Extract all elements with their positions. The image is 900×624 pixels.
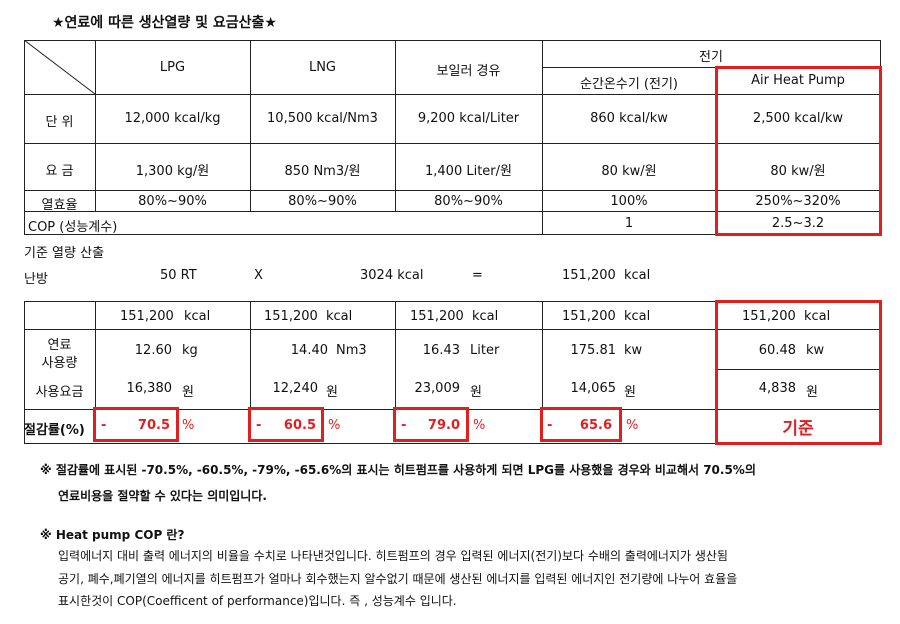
calc-label: 난방 bbox=[24, 272, 48, 287]
reference-label: 기준 bbox=[782, 419, 814, 439]
calc-heading: 기준 열량 산출 bbox=[24, 246, 105, 261]
unit-lng: 10,500 kcal/Nm3 bbox=[267, 111, 378, 126]
rate-heatpump: 80 kw/원 bbox=[770, 164, 826, 179]
unit-instant: 860 kcal/kw bbox=[590, 111, 668, 126]
saving-lpg-box bbox=[93, 407, 179, 442]
cost-oil-unit: 원 bbox=[470, 385, 482, 400]
saving-lpg-unit: % bbox=[182, 418, 195, 433]
rate-lng: 850 Nm3/원 bbox=[284, 164, 361, 179]
saving-instant-value: 65.6 bbox=[579, 418, 612, 433]
unit-oil: 9,200 kcal/Liter bbox=[417, 111, 520, 126]
base-lpg-value: 151,200 bbox=[120, 309, 174, 324]
rate-oil: 1,400 Liter/원 bbox=[425, 164, 512, 179]
saving-instant-sign: - bbox=[547, 418, 553, 433]
row-label-unit: 단 위 bbox=[45, 115, 74, 130]
usage-heatpump-value: 60.48 bbox=[758, 343, 796, 358]
efficiency-instant: 100% bbox=[610, 194, 648, 209]
cost-heatpump-value: 4,838 bbox=[758, 381, 796, 396]
saving-lpg-sign: - bbox=[101, 418, 107, 433]
usage-lpg-value: 12.60 bbox=[134, 343, 172, 358]
note2-line1: 입력에너지 대비 출력 에너지의 비율을 수치로 나타낸것입니다. 히트펌프의 … bbox=[58, 549, 728, 563]
cop-instant: 1 bbox=[624, 216, 634, 231]
cost-oil-value: 23,009 bbox=[414, 381, 461, 396]
usage-oil-value: 16.43 bbox=[422, 343, 460, 358]
unit-lpg: 12,000 kcal/kg bbox=[124, 111, 221, 126]
saving-lng-box bbox=[248, 407, 324, 442]
base-heatpump-unit: kcal bbox=[804, 309, 831, 324]
efficiency-heatpump: 250%~320% bbox=[755, 194, 841, 209]
saving-instant-unit: % bbox=[626, 418, 639, 433]
heatpump-highlight-box bbox=[715, 66, 882, 236]
usage-lng-value: 14.40 bbox=[290, 343, 328, 358]
usage-lng-unit: Nm3 bbox=[336, 343, 367, 358]
saving-oil-box bbox=[393, 407, 469, 442]
header-lng: LNG bbox=[308, 60, 337, 75]
cost-instant-unit: 원 bbox=[624, 385, 636, 400]
note2-line3: 표시한것이 COP(Coefficent of performance)입니다.… bbox=[58, 594, 457, 608]
cost-instant-value: 14,065 bbox=[570, 381, 617, 396]
usage-label-line1: 연료 bbox=[47, 338, 72, 353]
row-label-efficiency: 열효율 bbox=[41, 198, 78, 213]
cost-lpg-value: 16,380 bbox=[126, 381, 173, 396]
calc-result-unit: kcal bbox=[624, 268, 651, 283]
efficiency-lpg: 80%~90% bbox=[138, 194, 207, 209]
usage-oil-unit: Liter bbox=[470, 343, 500, 358]
rate-lpg: 1,300 kg/원 bbox=[135, 164, 210, 179]
cost-lng-unit: 원 bbox=[326, 385, 338, 400]
saving-lpg-value: 70.5 bbox=[137, 418, 170, 433]
header-instant-heater: 순간온수기 (전기) bbox=[580, 77, 678, 92]
saving-oil-sign: - bbox=[401, 418, 407, 433]
saving-label: 절감률(%) bbox=[24, 423, 85, 438]
calc-kcal: 3024 kcal bbox=[360, 268, 424, 283]
header-diagonal bbox=[24, 40, 96, 95]
base-lng-value: 151,200 bbox=[264, 309, 318, 324]
calc-result: 151,200 bbox=[562, 268, 616, 283]
header-heat-pump: Air Heat Pump bbox=[751, 73, 845, 88]
note2-line2: 공기, 폐수,폐기열의 에너지를 히트펌프가 얼마나 회수했는지 알수없기 때문… bbox=[58, 572, 738, 586]
saving-oil-value: 79.0 bbox=[427, 418, 460, 433]
saving-oil-unit: % bbox=[473, 418, 486, 433]
usage-heatpump-unit: kw bbox=[806, 343, 825, 358]
cost-heatpump-unit: 원 bbox=[806, 385, 818, 400]
page-title: ★연료에 따른 생산열량 및 요금산출★ bbox=[52, 15, 277, 31]
usage-lpg-unit: kg bbox=[182, 343, 198, 358]
calc-equals: = bbox=[472, 268, 483, 283]
header-oil: 보일러 경유 bbox=[436, 64, 501, 79]
note1-line2: 연료비용을 절약할 수 있다는 의미입니다. bbox=[58, 489, 267, 503]
cop-heatpump: 2.5~3.2 bbox=[771, 216, 825, 231]
unit-heatpump: 2,500 kcal/kw bbox=[752, 111, 844, 126]
base-instant-unit: kcal bbox=[624, 309, 651, 324]
cost-lpg-unit: 원 bbox=[182, 385, 194, 400]
base-oil-unit: kcal bbox=[472, 309, 499, 324]
note1-line1: ※ 절감률에 표시된 -70.5%, -60.5%, -79%, -65.6%의… bbox=[40, 463, 756, 477]
header-lpg: LPG bbox=[159, 60, 186, 75]
base-lng-unit: kcal bbox=[326, 309, 353, 324]
base-heatpump-value: 151,200 bbox=[742, 309, 796, 324]
header-electric: 전기 bbox=[699, 50, 723, 65]
note2-title: ※ Heat pump COP 란? bbox=[40, 528, 185, 542]
calc-rt: 50 RT bbox=[160, 268, 197, 283]
base-lpg-unit: kcal bbox=[184, 309, 211, 324]
usage-instant-value: 175.81 bbox=[570, 343, 617, 358]
efficiency-lng: 80%~90% bbox=[288, 194, 357, 209]
row-label-rate: 요 금 bbox=[45, 164, 74, 179]
cost-lng-value: 12,240 bbox=[272, 381, 319, 396]
row-label-cop: COP (성능계수) bbox=[28, 220, 118, 235]
saving-instant-box bbox=[540, 407, 622, 442]
calc-operator: X bbox=[254, 268, 263, 283]
saving-lng-sign: - bbox=[256, 418, 262, 433]
usage-label-line2: 사용량 bbox=[41, 356, 78, 371]
rate-instant: 80 kw/원 bbox=[601, 164, 657, 179]
efficiency-oil: 80%~90% bbox=[434, 194, 503, 209]
base-instant-value: 151,200 bbox=[562, 309, 616, 324]
base-oil-value: 151,200 bbox=[410, 309, 464, 324]
cost-label: 사용요금 bbox=[35, 385, 84, 400]
heatpump-cost-highlight-box bbox=[715, 300, 882, 445]
usage-instant-unit: kw bbox=[624, 343, 643, 358]
saving-lng-value: 60.5 bbox=[283, 418, 316, 433]
saving-lng-unit: % bbox=[328, 418, 341, 433]
